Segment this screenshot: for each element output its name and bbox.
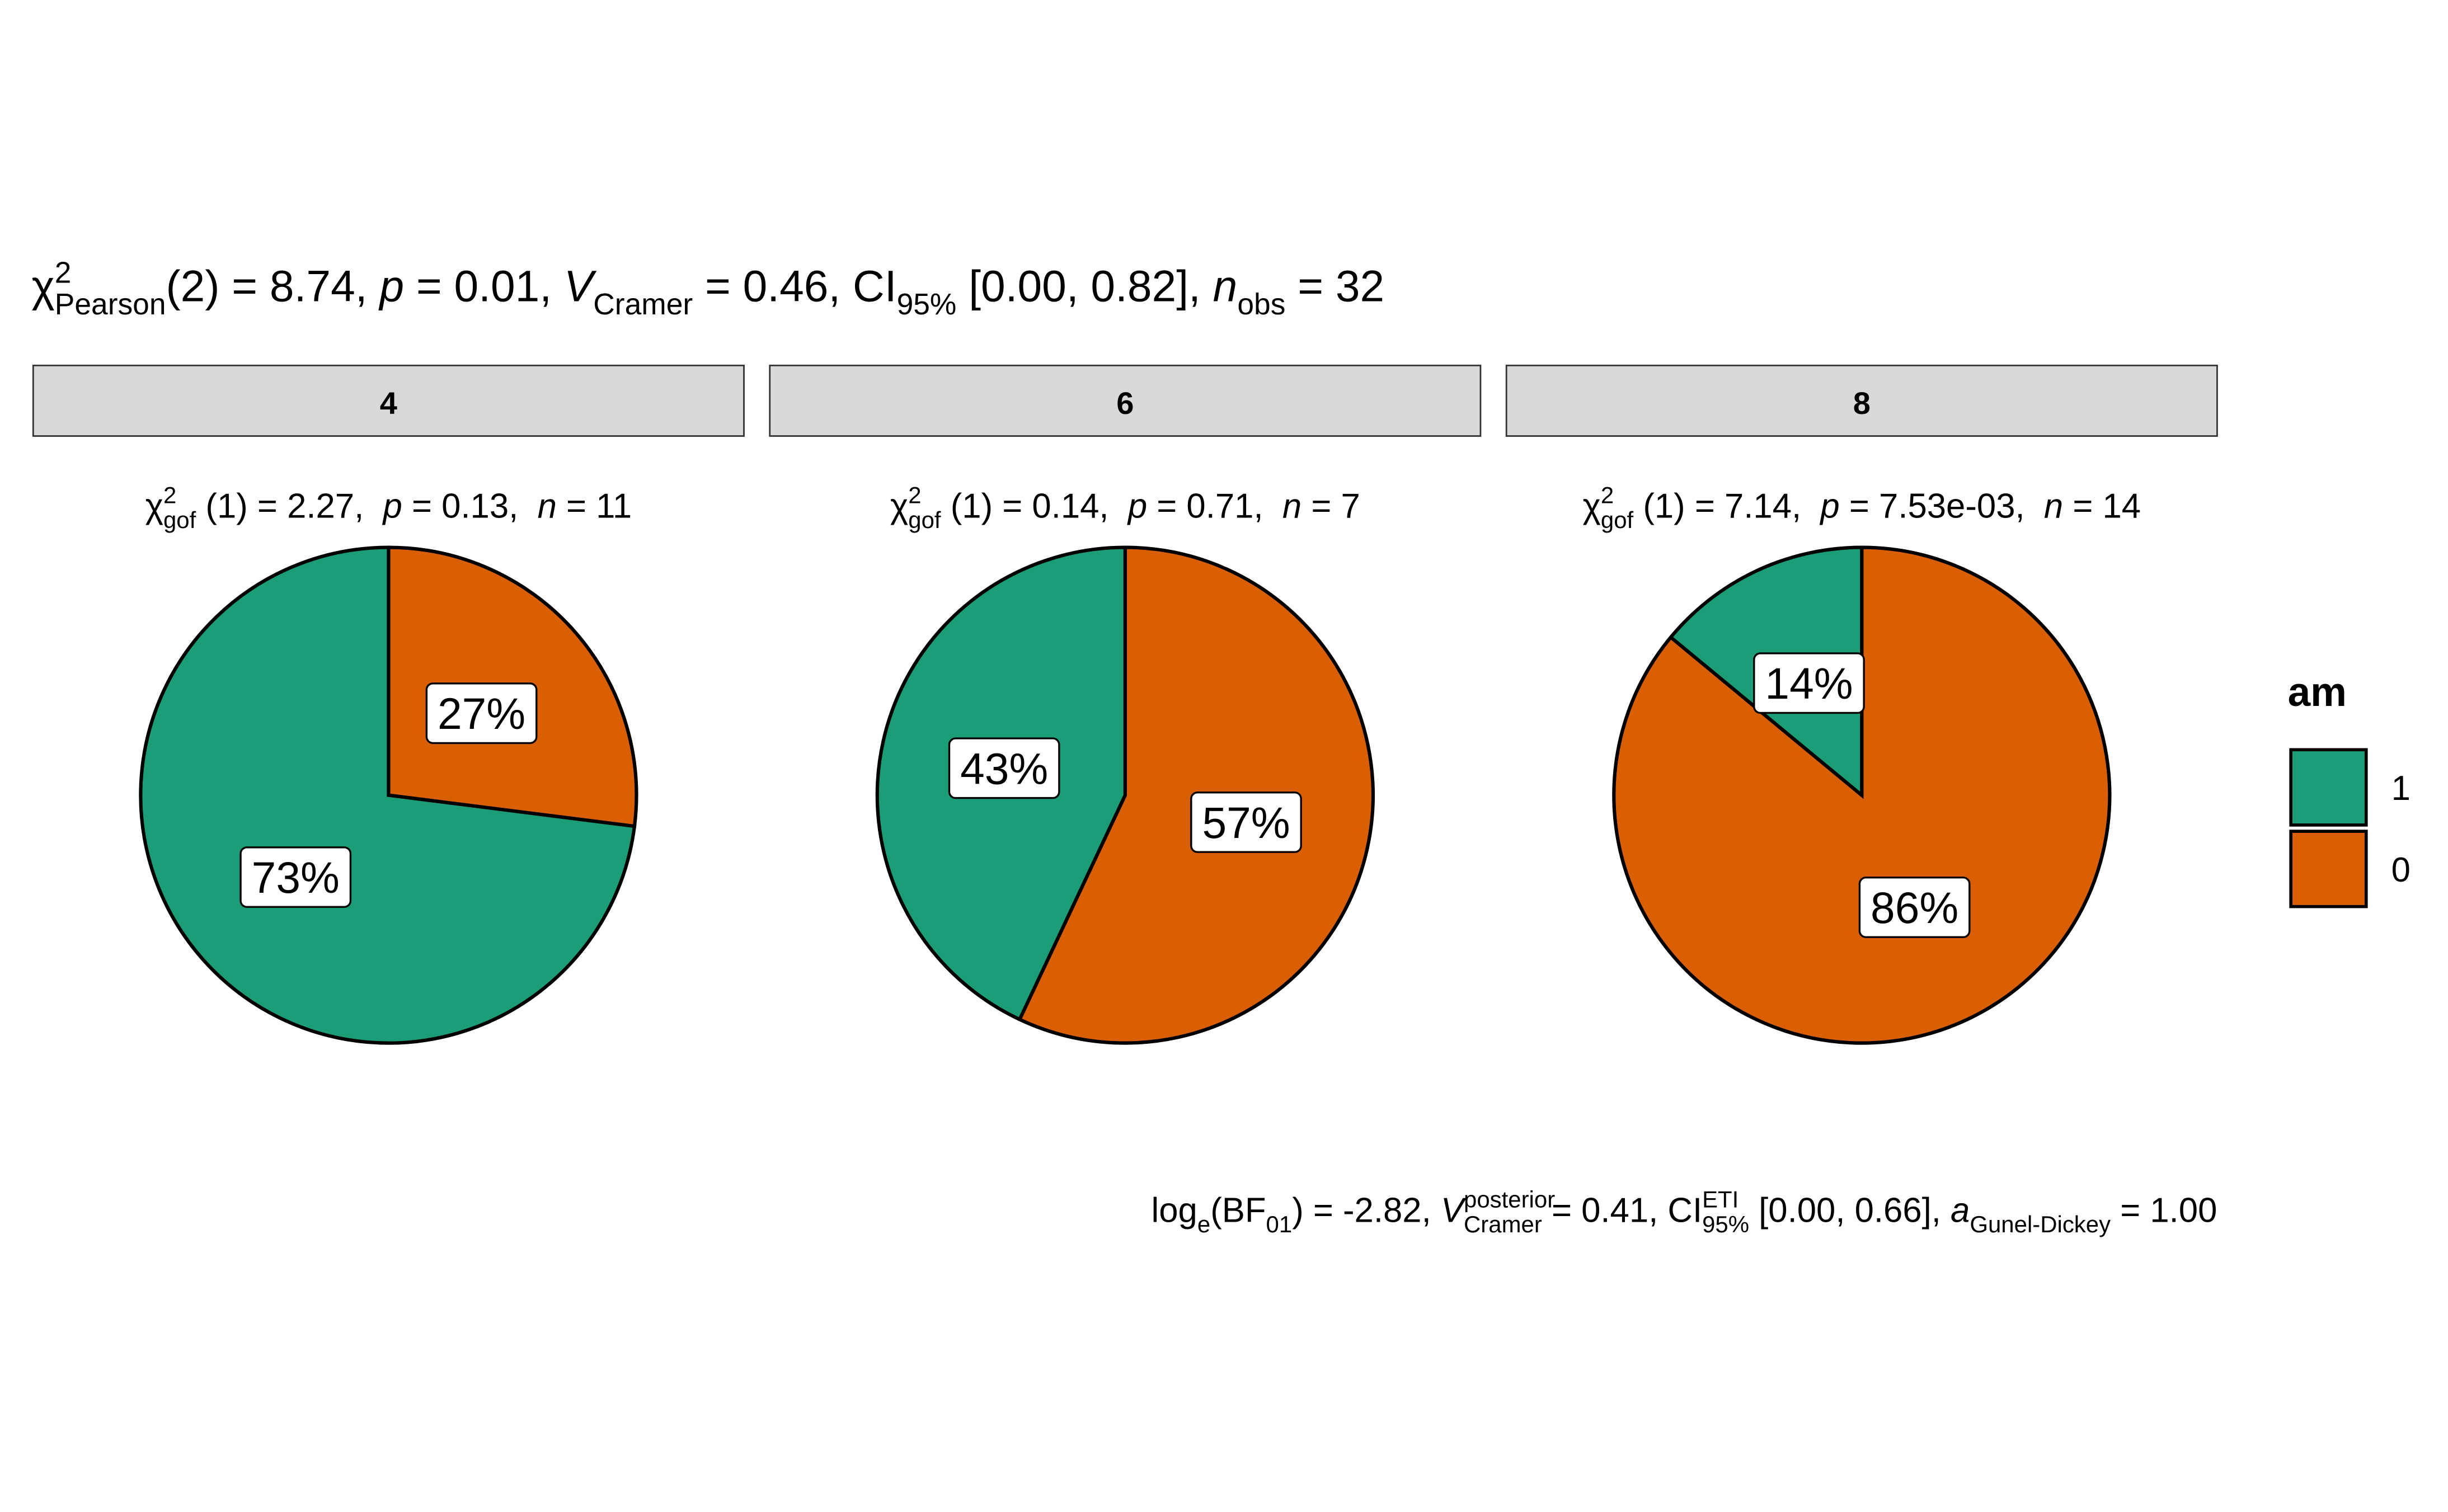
text-part: p (1127, 487, 1147, 525)
data-label: 43% (948, 737, 1060, 799)
text-part: = 1.00 (2111, 1191, 2217, 1230)
value-label: 43% (960, 744, 1048, 793)
caption: loge(BF01) = -2.82, Vposterior Cramer = 0… (1152, 1186, 2217, 1237)
text-part: = 7.53e-03, (1840, 487, 2044, 525)
strip (769, 364, 1482, 437)
text-part: ETI (1702, 1186, 1738, 1212)
text-part: p (382, 487, 402, 525)
label-box (1858, 877, 1971, 938)
text-part: gof (1601, 507, 1634, 533)
strip (1505, 364, 2218, 437)
legend-title: am (2288, 670, 2347, 715)
text-part: ) = -2.82, (1292, 1191, 1441, 1230)
label-box (948, 737, 1060, 799)
text-part: 2 (908, 482, 921, 508)
legend-key (2289, 748, 2368, 827)
text-part: 2 (1601, 482, 1614, 508)
text-part: Pearson (55, 288, 166, 321)
text-part: χ (32, 261, 55, 310)
text-part: a (1951, 1191, 1970, 1230)
text-part: (2) = 8.74, (166, 261, 380, 310)
data-label: 86% (1858, 877, 1971, 938)
label-box (239, 846, 352, 908)
text-part: = 0.13, (402, 487, 538, 525)
label-box (425, 682, 538, 745)
text-part: gof (908, 507, 941, 533)
label-box (1190, 791, 1302, 853)
text-part: χ (890, 487, 908, 525)
text-part: Cramer (593, 288, 693, 321)
text-part: e (1197, 1211, 1210, 1237)
text-part: 2 (163, 482, 176, 508)
text-part: = 14 (2063, 487, 2141, 525)
data-label: 14% (1753, 652, 1865, 714)
text-part: V (1441, 1191, 1467, 1230)
text-part: = 32 (1285, 261, 1384, 310)
text-part: χ (145, 487, 163, 525)
text-part: = 0.46, CI (693, 261, 896, 310)
text-part: p (378, 261, 404, 310)
text-part: Gunel-Dickey (1970, 1211, 2111, 1237)
text-part: = 0.71, (1147, 487, 1282, 525)
legend-label: 0 (2391, 851, 2411, 889)
text-part: [0.00, 0.82], (956, 261, 1213, 310)
text-part: n (538, 487, 557, 525)
text-part: log (1152, 1191, 1197, 1230)
text-part: 95% (897, 288, 957, 321)
text-part: 2 (55, 256, 72, 289)
text-part: = 11 (557, 487, 632, 525)
pie-slice (139, 545, 637, 1045)
data-label: 27% (425, 682, 538, 745)
legend-key (2289, 830, 2368, 908)
text-part: 95% (1702, 1211, 1749, 1237)
text-part: (BF (1210, 1191, 1266, 1230)
chart-title: χ2 Pearson(2) = 8.74, p = 0.01, VCramer =… (32, 256, 1385, 321)
data-label: 57% (1190, 791, 1302, 853)
text-part: n (1213, 261, 1238, 310)
strip-label: 8 (1853, 385, 1871, 421)
value-label: 86% (1871, 883, 1958, 932)
text-part: gof (163, 507, 196, 533)
value-label: 57% (1202, 798, 1290, 847)
text-part: = 7 (1301, 487, 1360, 525)
text-part: (1) = 2.27, (196, 487, 383, 525)
text-part: n (1282, 487, 1301, 525)
text-part: V (564, 261, 597, 310)
text-part: (1) = 0.14, (941, 487, 1128, 525)
text-part: [0.00, 0.66], (1749, 1191, 1951, 1230)
text-part: = 0.41, CI (1542, 1191, 1702, 1230)
value-label: 14% (1765, 659, 1853, 708)
text-part: n (2044, 487, 2063, 525)
text-part: p (1819, 487, 1839, 525)
label-box (1753, 652, 1865, 714)
text-part: χ (1583, 487, 1601, 525)
text-part: Cramer (1464, 1211, 1542, 1237)
strip-label: 4 (380, 385, 397, 421)
text-part: 01 (1266, 1211, 1293, 1237)
text-part: (1) = 7.14, (1633, 487, 1820, 525)
data-label: 73% (239, 846, 352, 908)
subtitle: χ2 gof (1) = 7.14, p = 7.53e-03, n = 14 (1583, 482, 2141, 533)
value-label: 27% (438, 689, 525, 738)
value-label: 73% (252, 853, 340, 902)
strip-label: 6 (1116, 385, 1134, 421)
text-part: obs (1237, 288, 1285, 321)
legend-label: 1 (2391, 769, 2411, 808)
text-part: posterior (1464, 1186, 1555, 1212)
text-part: = 0.01, (404, 261, 564, 310)
strip (32, 364, 745, 437)
subtitle: χ2 gof (1) = 2.27, p = 0.13, n = 11 (145, 482, 632, 533)
subtitle: χ2 gof (1) = 0.14, p = 0.71, n = 7 (890, 482, 1360, 533)
